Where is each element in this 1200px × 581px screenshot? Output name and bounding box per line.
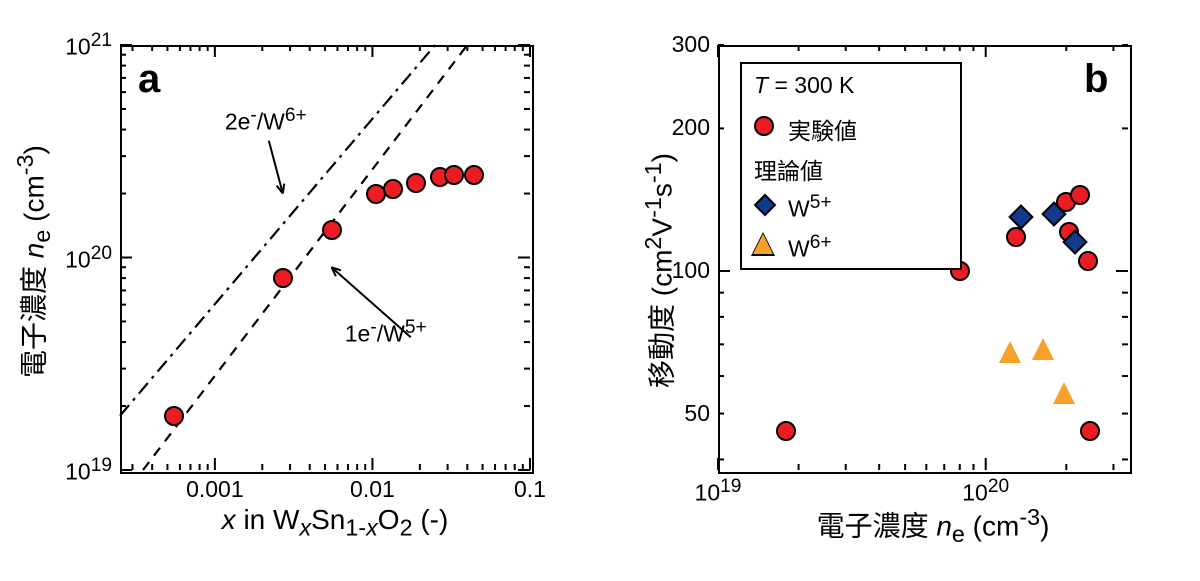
panel-b-xlabel: 電子濃度 ne (cm-3)	[773, 504, 1093, 548]
figure: 0.0010.010.1101910201021x in WxSn1-xO2 (…	[0, 0, 1200, 581]
panel-b-ytick: 50	[658, 400, 710, 427]
legend-exp: 実験値	[788, 112, 857, 146]
panel-b-exp-point	[1078, 251, 1098, 271]
panel-b-exp-point	[776, 421, 796, 441]
panel-b-exp-point	[1070, 185, 1090, 205]
legend-w6: W6+	[788, 232, 832, 263]
panel-b-xtick: 1020	[946, 476, 1026, 507]
panel-b-letter: b	[1084, 57, 1108, 102]
panel-b-xtick: 1019	[678, 476, 758, 507]
panel-b-exp-point	[1080, 421, 1100, 441]
legend-temp: T = 300 K	[754, 72, 854, 99]
legend-w5: W5+	[788, 192, 832, 223]
panel-b-ytick: 200	[658, 114, 710, 141]
legend-circle-icon	[754, 116, 774, 136]
legend-theory: 理論値	[754, 152, 823, 186]
panel-b-ytick: 300	[658, 31, 710, 58]
panel-b-ylabel: 移動度 (cm2V-1s-1)	[640, 153, 680, 388]
